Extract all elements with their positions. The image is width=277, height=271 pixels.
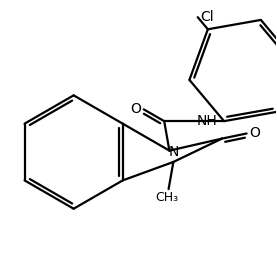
Text: O: O xyxy=(130,102,141,116)
Text: CH₃: CH₃ xyxy=(155,192,179,204)
Text: N: N xyxy=(168,145,179,159)
Text: Cl: Cl xyxy=(200,10,214,24)
Text: NH: NH xyxy=(196,114,217,128)
Text: O: O xyxy=(249,127,260,140)
